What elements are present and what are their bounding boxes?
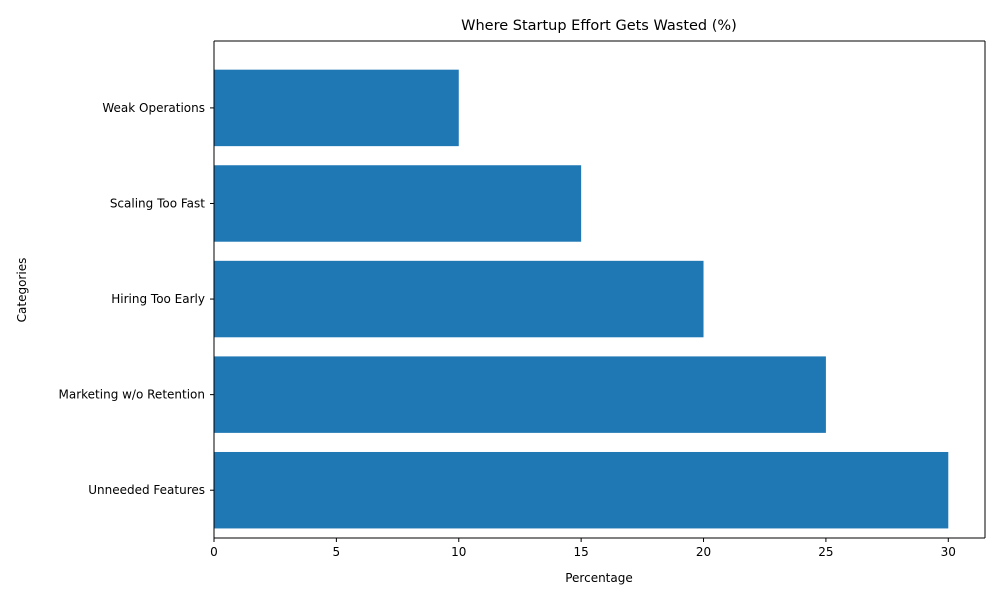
bar xyxy=(214,260,704,338)
x-tick-label: 25 xyxy=(818,545,833,559)
bar xyxy=(214,356,826,433)
x-tick-label: 0 xyxy=(210,545,218,559)
x-tick-label: 10 xyxy=(451,545,466,559)
bar xyxy=(214,69,459,147)
bar xyxy=(214,451,949,529)
chart-title: Where Startup Effort Gets Wasted (%) xyxy=(461,18,737,34)
y-tick-label: Marketing w/o Retention xyxy=(59,388,206,402)
y-tick-label: Scaling Too Fast xyxy=(110,196,205,210)
y-tick-label: Weak Operations xyxy=(102,101,205,115)
y-axis-label: Categories xyxy=(15,258,29,323)
bar xyxy=(214,165,582,242)
y-tick-label: Hiring Too Early xyxy=(111,292,205,306)
x-tick-label: 15 xyxy=(574,545,589,559)
x-tick-label: 30 xyxy=(941,545,956,559)
x-tick-label: 5 xyxy=(333,545,341,559)
y-tick-label: Unneeded Features xyxy=(88,483,205,497)
x-tick-label: 20 xyxy=(696,545,711,559)
x-axis-label: Percentage xyxy=(565,571,633,585)
